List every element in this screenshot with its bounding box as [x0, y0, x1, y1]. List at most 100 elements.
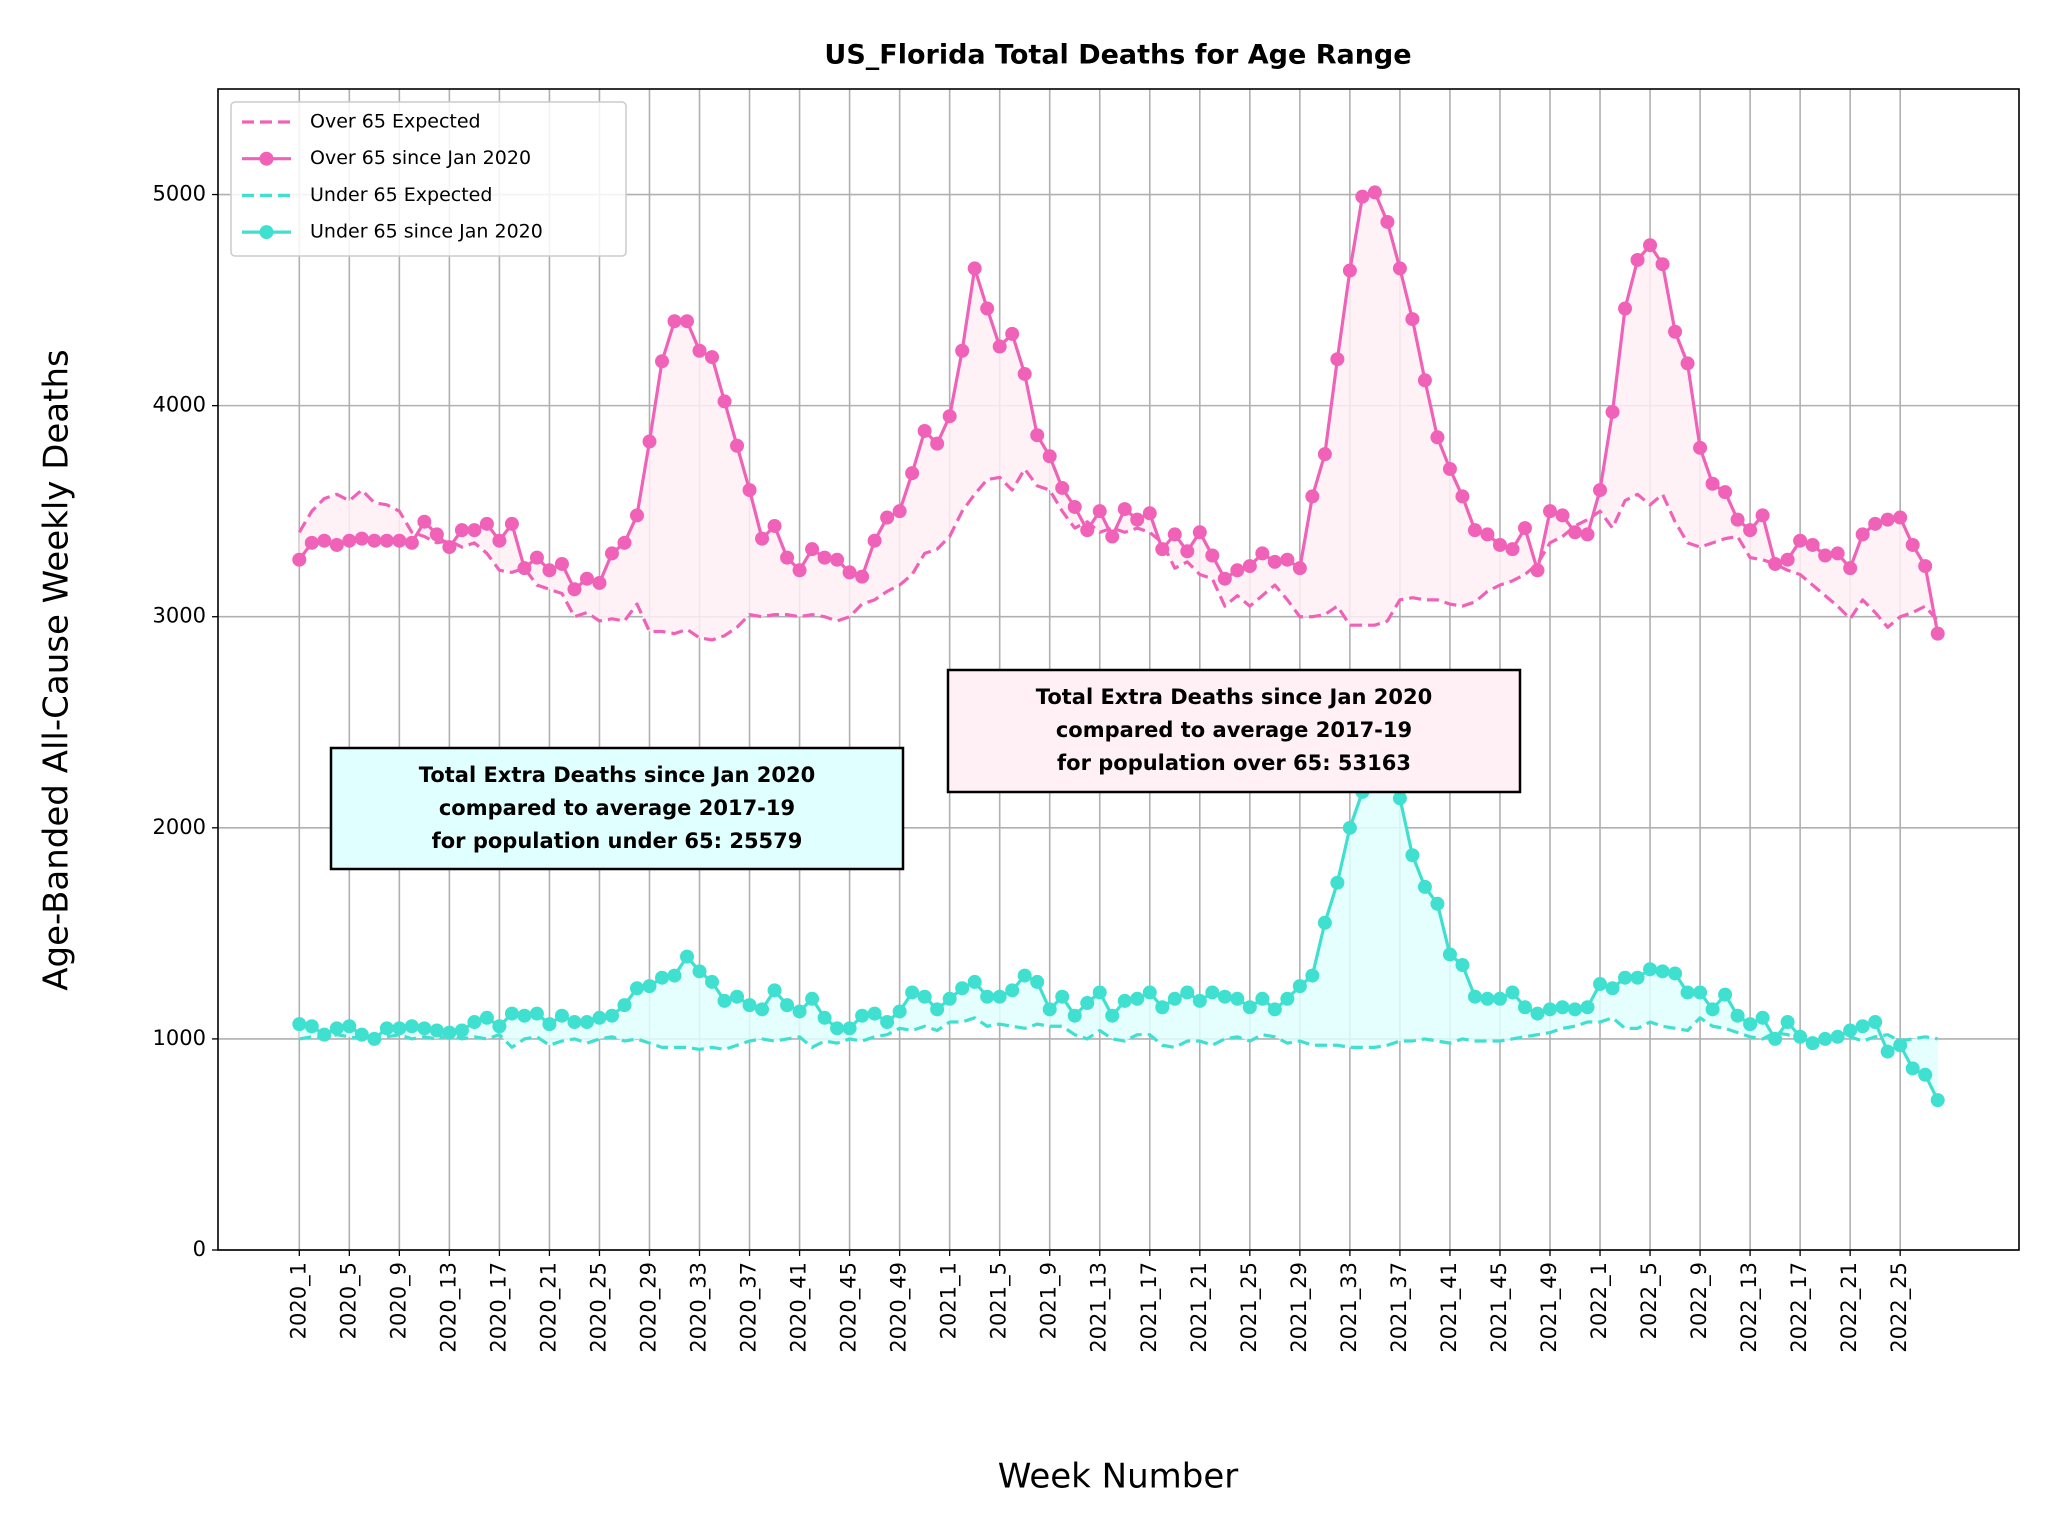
data-point: [1643, 238, 1658, 253]
data-point: [1455, 958, 1470, 973]
data-point: [830, 1021, 845, 1036]
data-point: [1805, 1036, 1820, 1051]
data-point: [392, 533, 407, 548]
x-tick-label: 2021_37: [1387, 1262, 1412, 1353]
data-point: [980, 301, 995, 316]
data-point: [755, 1002, 770, 1017]
data-point: [1105, 529, 1120, 544]
data-point: [1680, 985, 1695, 1000]
legend-marker: [259, 225, 274, 240]
data-point: [1843, 1023, 1858, 1038]
data-point: [604, 1008, 619, 1023]
data-point: [1005, 983, 1020, 998]
annotation-text: for population under 65: 25579: [432, 829, 803, 853]
x-tick-label: 2022_25: [1887, 1262, 1912, 1353]
data-point: [892, 504, 907, 519]
data-point: [767, 518, 782, 533]
data-point: [1017, 968, 1032, 983]
data-point: [1705, 1002, 1720, 1017]
data-point: [1530, 563, 1545, 578]
x-tick-label: 2022_1: [1587, 1262, 1612, 1339]
x-tick-label: 2021_1: [937, 1262, 962, 1339]
data-point: [1693, 440, 1708, 455]
data-point: [1167, 991, 1182, 1006]
data-point: [1317, 447, 1332, 462]
data-point: [1305, 968, 1320, 983]
data-point: [942, 409, 957, 424]
data-point: [1030, 428, 1045, 443]
data-point: [629, 981, 644, 996]
x-tick-label: 2020_37: [737, 1262, 762, 1353]
x-tick-label: 2020_1: [286, 1262, 311, 1339]
data-point: [1267, 1002, 1282, 1017]
data-point: [304, 535, 319, 550]
data-point: [992, 989, 1007, 1004]
data-point: [554, 556, 569, 571]
data-point: [955, 981, 970, 996]
data-point: [1643, 962, 1658, 977]
data-point: [329, 1021, 344, 1036]
data-point: [454, 1023, 469, 1038]
data-point: [1405, 312, 1420, 327]
data-point: [1905, 537, 1920, 552]
annotation-box: [329, 746, 905, 871]
data-point: [1067, 1008, 1082, 1023]
data-point: [354, 531, 369, 546]
data-point: [654, 354, 669, 369]
data-point: [1505, 542, 1520, 557]
data-point: [1292, 561, 1307, 576]
data-point: [792, 1004, 807, 1019]
data-point: [329, 537, 344, 552]
data-point: [1242, 559, 1257, 574]
data-point: [867, 1006, 882, 1021]
data-point: [717, 993, 732, 1008]
legend-label: Over 65 Expected: [310, 111, 481, 133]
data-point: [1080, 996, 1095, 1011]
x-tick-label: 2022_21: [1837, 1262, 1862, 1353]
data-point: [905, 985, 920, 1000]
x-tick-label: 2020_9: [386, 1262, 411, 1339]
data-point: [1330, 875, 1345, 890]
data-point: [1092, 985, 1107, 1000]
data-point: [1130, 991, 1145, 1006]
data-point: [1605, 981, 1620, 996]
data-point: [1593, 483, 1608, 498]
x-tick-label: 2021_5: [987, 1262, 1012, 1339]
data-point: [1542, 504, 1557, 519]
data-point: [1655, 964, 1670, 979]
data-point: [717, 394, 732, 409]
y-tick-label: 1000: [153, 1026, 206, 1050]
data-point: [1392, 791, 1407, 806]
data-point: [592, 1010, 607, 1025]
data-point: [1180, 544, 1195, 559]
y-tick-label: 0: [193, 1237, 206, 1261]
data-point: [492, 533, 507, 548]
data-point: [292, 1017, 307, 1032]
data-point: [1367, 185, 1382, 200]
data-point: [1267, 554, 1282, 569]
data-point: [529, 1006, 544, 1021]
data-point: [992, 339, 1007, 354]
x-tick-label: 2021_13: [1087, 1262, 1112, 1353]
x-tick-label: 2021_33: [1337, 1262, 1362, 1353]
data-point: [880, 510, 895, 525]
data-point: [592, 575, 607, 590]
data-point: [342, 533, 357, 548]
data-point: [1330, 352, 1345, 367]
data-point: [1918, 1067, 1933, 1082]
data-point: [379, 533, 394, 548]
data-point: [1055, 480, 1070, 495]
data-point: [1868, 1015, 1883, 1030]
data-point: [955, 343, 970, 358]
data-point: [1905, 1061, 1920, 1076]
data-point: [579, 1015, 594, 1030]
data-point: [1217, 989, 1232, 1004]
data-point: [1130, 512, 1145, 527]
data-point: [1192, 993, 1207, 1008]
data-point: [967, 261, 982, 276]
data-point: [1530, 1006, 1545, 1021]
data-point: [1893, 1038, 1908, 1053]
data-point: [1568, 1002, 1583, 1017]
data-point: [1280, 991, 1295, 1006]
data-point: [429, 1023, 444, 1038]
